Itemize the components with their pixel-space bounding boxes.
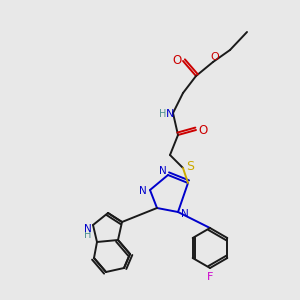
Text: O: O <box>211 52 219 62</box>
Text: H: H <box>159 109 167 119</box>
Text: O: O <box>172 53 182 67</box>
Text: F: F <box>207 272 213 282</box>
Text: N: N <box>84 224 92 234</box>
Text: N: N <box>181 209 189 219</box>
Text: S: S <box>186 160 194 172</box>
Text: N: N <box>139 186 147 196</box>
Text: N: N <box>159 166 167 176</box>
Text: N: N <box>166 109 174 119</box>
Text: H: H <box>84 230 92 240</box>
Text: O: O <box>198 124 208 136</box>
